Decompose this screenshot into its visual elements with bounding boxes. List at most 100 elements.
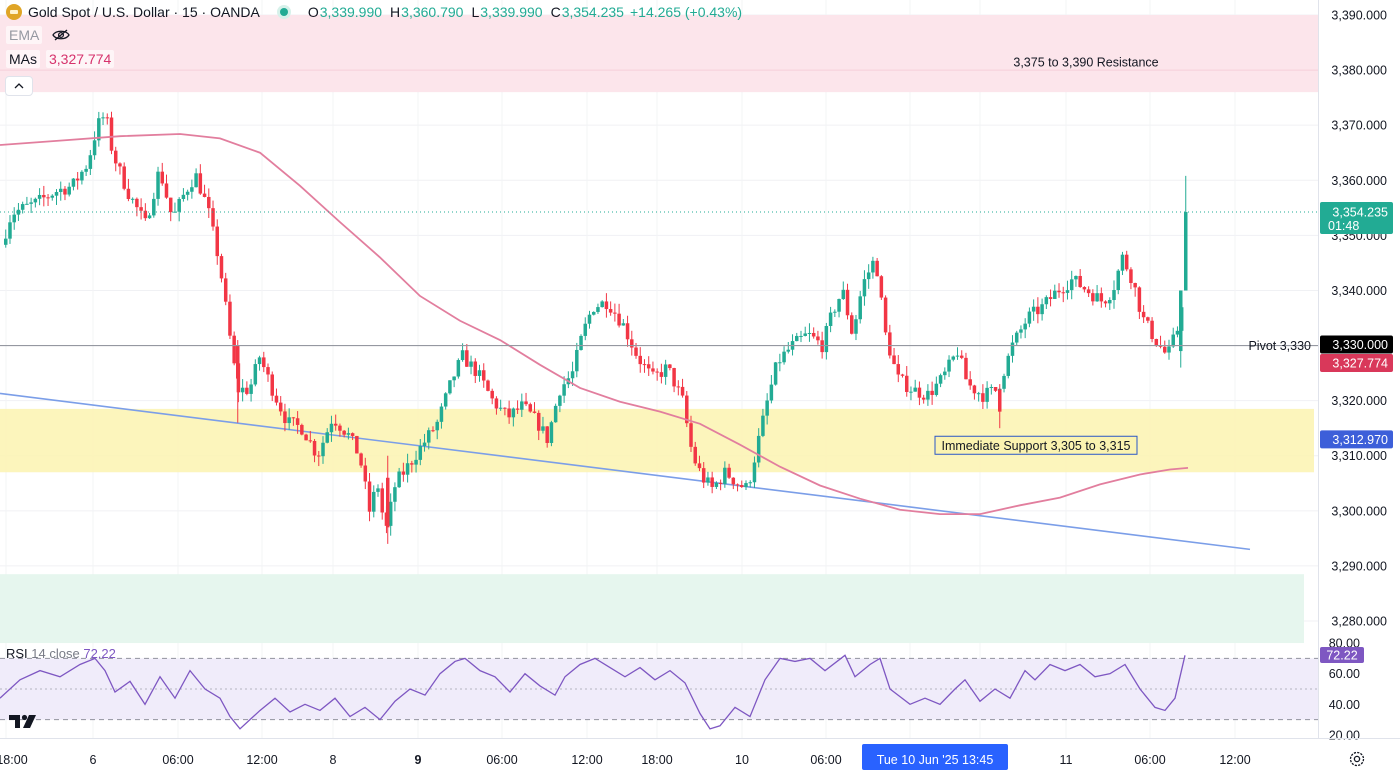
candle[interactable] <box>202 193 207 197</box>
candle[interactable] <box>1133 282 1137 288</box>
candle[interactable] <box>481 370 486 381</box>
candle[interactable] <box>985 387 989 402</box>
candle[interactable] <box>376 488 380 492</box>
candle[interactable] <box>257 357 262 365</box>
candle[interactable] <box>993 387 998 391</box>
candle[interactable] <box>295 418 300 425</box>
candle[interactable] <box>448 380 452 394</box>
symbol-title[interactable]: Gold Spot / U.S. Dollar · 15 · OANDA <box>28 4 260 20</box>
candle[interactable] <box>904 375 909 392</box>
mas-label[interactable]: MAs <box>6 50 40 68</box>
candle[interactable] <box>833 311 837 313</box>
candle[interactable] <box>1019 329 1023 333</box>
candle[interactable] <box>1061 292 1066 294</box>
candle[interactable] <box>1048 297 1053 299</box>
candle[interactable] <box>1163 346 1167 353</box>
candle[interactable] <box>803 333 807 336</box>
lower-zone[interactable] <box>0 574 1304 644</box>
candle[interactable] <box>8 222 12 239</box>
candle[interactable] <box>1057 290 1061 293</box>
candle[interactable] <box>122 166 126 189</box>
candle[interactable] <box>126 188 131 199</box>
candle[interactable] <box>498 407 503 409</box>
candle[interactable] <box>663 364 668 377</box>
candle[interactable] <box>1179 290 1183 352</box>
candle[interactable] <box>685 395 689 424</box>
candle[interactable] <box>1171 334 1175 347</box>
candle[interactable] <box>634 347 638 356</box>
candle[interactable] <box>135 198 139 208</box>
candle[interactable] <box>393 487 397 502</box>
candle[interactable] <box>219 256 224 279</box>
candle[interactable] <box>1031 306 1036 312</box>
candle[interactable] <box>245 387 249 394</box>
candle[interactable] <box>748 482 752 484</box>
resistance-zone[interactable] <box>0 15 1318 93</box>
candle[interactable] <box>54 191 59 196</box>
tradingview-logo-icon[interactable] <box>9 713 41 729</box>
candle[interactable] <box>1141 311 1146 318</box>
candle[interactable] <box>972 385 977 394</box>
candle[interactable] <box>701 468 706 483</box>
candle[interactable] <box>414 459 418 465</box>
candle[interactable] <box>528 404 533 412</box>
candle[interactable] <box>486 380 490 391</box>
candle[interactable] <box>769 384 774 401</box>
candle[interactable] <box>604 301 609 310</box>
candle[interactable] <box>139 207 143 211</box>
candle[interactable] <box>84 168 88 172</box>
candle[interactable] <box>507 408 511 418</box>
candle[interactable] <box>435 421 439 431</box>
candle[interactable] <box>1044 297 1049 305</box>
candle[interactable] <box>532 411 537 413</box>
candle[interactable] <box>147 215 152 219</box>
candle[interactable] <box>511 408 516 418</box>
candle[interactable] <box>917 387 922 398</box>
candle[interactable] <box>875 260 879 277</box>
candle[interactable] <box>266 367 270 375</box>
candle[interactable] <box>177 198 181 212</box>
trend-line[interactable] <box>0 392 1251 551</box>
candle[interactable] <box>283 411 287 424</box>
crosshair-time-badge[interactable] <box>862 744 1008 770</box>
candle[interactable] <box>761 415 765 436</box>
candle[interactable] <box>312 440 317 456</box>
candle[interactable] <box>1108 299 1112 304</box>
eye-off-icon[interactable] <box>52 29 71 41</box>
candle[interactable] <box>820 340 824 353</box>
candle[interactable] <box>333 423 338 426</box>
candle[interactable] <box>1078 275 1082 288</box>
candle[interactable] <box>697 463 702 469</box>
candle[interactable] <box>33 198 38 203</box>
candle[interactable] <box>321 442 325 457</box>
candle[interactable] <box>1086 289 1091 294</box>
candle[interactable] <box>879 276 884 298</box>
candle[interactable] <box>367 481 372 512</box>
candle[interactable] <box>236 345 240 379</box>
pivot-label[interactable]: Pivot 3,330 <box>1248 339 1311 353</box>
candle[interactable] <box>553 405 558 423</box>
candle[interactable] <box>67 186 71 195</box>
candle[interactable] <box>672 368 676 387</box>
candle[interactable] <box>359 453 363 466</box>
candle[interactable] <box>795 335 799 342</box>
candle[interactable] <box>1150 320 1154 339</box>
candle[interactable] <box>25 203 29 205</box>
candle[interactable] <box>439 406 444 422</box>
candle[interactable] <box>168 197 173 213</box>
candle[interactable] <box>1010 342 1015 356</box>
candle[interactable] <box>989 387 994 389</box>
candle[interactable] <box>372 491 376 512</box>
candle[interactable] <box>152 198 156 216</box>
candle[interactable] <box>959 355 964 358</box>
candle[interactable] <box>1053 290 1057 299</box>
candle[interactable] <box>727 467 731 478</box>
candle[interactable] <box>207 196 211 209</box>
candle[interactable] <box>524 401 528 405</box>
candle[interactable] <box>520 401 524 410</box>
candle[interactable] <box>185 191 190 195</box>
candle[interactable] <box>240 387 245 393</box>
candle[interactable] <box>689 423 693 447</box>
candle[interactable] <box>896 364 901 375</box>
